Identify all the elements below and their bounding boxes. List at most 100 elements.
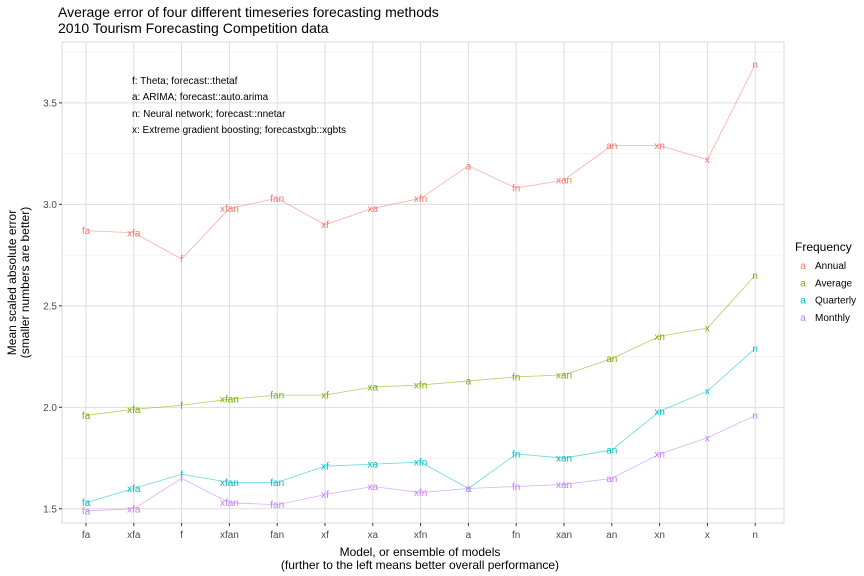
- point-annual-f: f: [180, 255, 183, 266]
- x-tick-label-a: a: [466, 530, 472, 541]
- point-annual-xfan: xfan: [220, 204, 239, 215]
- point-quarterly-xn: xn: [654, 407, 665, 418]
- chart-notes: f: Theta; forecast::thetaf a: ARIMA; for…: [132, 76, 346, 136]
- x-tick-label-xfan: xfan: [220, 530, 239, 541]
- point-average-xfn: xfn: [414, 380, 427, 391]
- point-annual-x: x: [705, 155, 710, 166]
- chart-subtitle: 2010 Tourism Forecasting Competition dat…: [58, 20, 329, 36]
- point-monthly-fan: fan: [270, 500, 284, 511]
- point-quarterly-xf: xf: [321, 462, 329, 473]
- x-tick-label-xf: xf: [321, 530, 329, 541]
- point-average-n: n: [752, 271, 758, 282]
- x-axis-title: Model, or ensemble of models: [340, 545, 501, 559]
- point-annual-xfa: xfa: [127, 228, 141, 239]
- point-annual-xan: xan: [556, 176, 572, 187]
- point-monthly-x: x: [705, 433, 710, 444]
- x-tick-label-xa: xa: [368, 530, 379, 541]
- point-average-xn: xn: [654, 332, 665, 343]
- legend-key-quarterly: a: [800, 296, 806, 307]
- note-nnet: n: Neural network; forecast::nnetar: [132, 109, 286, 120]
- x-tick-label-fa: fa: [82, 530, 91, 541]
- point-monthly-an: an: [606, 474, 617, 485]
- point-quarterly-fn: fn: [512, 449, 520, 460]
- point-average-xan: xan: [556, 370, 572, 381]
- legend-key-average: a: [800, 278, 806, 289]
- point-monthly-fn: fn: [512, 482, 520, 493]
- x-tick-label-fn: fn: [512, 530, 520, 541]
- point-quarterly-xfa: xfa: [127, 484, 141, 495]
- point-average-an: an: [606, 354, 617, 365]
- chart-title: Average error of four different timeseri…: [58, 4, 439, 20]
- y-tick-label: 1.5: [43, 504, 57, 515]
- point-annual-fa: fa: [82, 226, 91, 237]
- point-quarterly-xfan: xfan: [220, 478, 239, 489]
- point-quarterly-an: an: [606, 445, 617, 456]
- y-axis-subtitle: (smaller numbers are better): [18, 207, 32, 358]
- x-axis-ticks: fa xfa f xfan fan xf xa xfn a fn xan an xn x n: [82, 523, 758, 541]
- y-tick-label: 3.0: [43, 200, 57, 211]
- series-line-average: [85, 275, 756, 416]
- point-quarterly-xan: xan: [556, 454, 572, 465]
- point-average-fan: fan: [270, 391, 284, 402]
- x-tick-label-xan: xan: [556, 530, 572, 541]
- point-annual-fn: fn: [512, 184, 520, 195]
- point-monthly-n: n: [752, 411, 758, 422]
- point-quarterly-xa: xa: [368, 460, 379, 471]
- point-annual-a: a: [466, 161, 472, 172]
- x-tick-label-xn: xn: [654, 530, 665, 541]
- point-quarterly-x: x: [705, 387, 710, 398]
- point-monthly-xfa: xfa: [127, 504, 141, 515]
- x-tick-label-an: an: [606, 530, 617, 541]
- point-annual-xf: xf: [321, 220, 329, 231]
- legend-label-monthly: Monthly: [815, 313, 850, 324]
- legend-label-annual: Annual: [815, 261, 846, 272]
- legend-title: Frequency: [795, 240, 852, 254]
- major-gridlines: [62, 42, 784, 523]
- x-tick-label-n: n: [752, 530, 758, 541]
- point-monthly-xfn: xfn: [414, 488, 427, 499]
- point-annual-xa: xa: [368, 204, 379, 215]
- point-average-f: f: [180, 401, 183, 412]
- x-tick-label-xfn: xfn: [414, 530, 427, 541]
- point-annual-n: n: [752, 60, 758, 71]
- point-average-xfa: xfa: [127, 405, 141, 416]
- series-line-monthly: [85, 415, 756, 512]
- point-monthly-xf: xf: [321, 490, 329, 501]
- y-tick-label: 2.0: [43, 403, 57, 414]
- minor-gridlines: [62, 51, 784, 459]
- point-average-a: a: [466, 376, 472, 387]
- y-axis-ticks: 1.5 2.0 2.5 3.0 3.5: [43, 98, 62, 515]
- point-average-fa: fa: [82, 411, 91, 422]
- point-monthly-xan: xan: [556, 480, 572, 491]
- point-quarterly-fa: fa: [82, 498, 91, 509]
- point-annual-xn: xn: [654, 141, 665, 152]
- point-quarterly-n: n: [752, 344, 758, 355]
- point-monthly-xn: xn: [654, 449, 665, 460]
- y-tick-label: 2.5: [43, 301, 57, 312]
- point-average-xfan: xfan: [220, 395, 239, 406]
- series-line-annual: [85, 64, 756, 260]
- series-lines: [85, 64, 756, 512]
- x-axis-subtitle: (further to the left means better overal…: [281, 558, 559, 572]
- series-line-quarterly: [85, 348, 756, 504]
- point-monthly-fa: fa: [82, 506, 91, 517]
- point-monthly-f: f: [180, 474, 183, 485]
- point-annual-xfn: xfn: [414, 194, 427, 205]
- point-quarterly-f: f: [180, 470, 183, 481]
- y-tick-label: 3.5: [43, 98, 57, 109]
- note-xgb: x: Extreme gradient boosting; forecastxg…: [132, 125, 346, 136]
- point-average-fn: fn: [512, 372, 520, 383]
- legend-label-average: Average: [815, 278, 853, 289]
- point-average-xa: xa: [368, 383, 379, 394]
- point-monthly-xa: xa: [368, 482, 379, 493]
- point-average-x: x: [705, 324, 710, 335]
- x-tick-label-fan: fan: [270, 530, 284, 541]
- legend-key-annual: a: [800, 261, 806, 272]
- legend-key-monthly: a: [800, 313, 806, 324]
- point-annual-an: an: [606, 141, 617, 152]
- note-arima: a: ARIMA; forecast::auto.arima: [132, 92, 269, 103]
- point-annual-fan: fan: [270, 194, 284, 205]
